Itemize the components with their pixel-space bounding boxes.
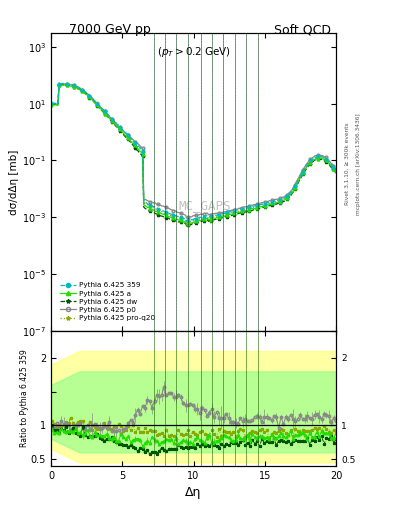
Text: $(p_T > 0.2\ \mathrm{GeV})$: $(p_T > 0.2\ \mathrm{GeV})$ xyxy=(156,45,231,59)
X-axis label: Δη: Δη xyxy=(185,486,202,499)
Text: MC_GAPS: MC_GAPS xyxy=(179,199,231,212)
Text: 7000 GeV pp: 7000 GeV pp xyxy=(69,23,151,36)
Y-axis label: Ratio to Pythia 6.425 359: Ratio to Pythia 6.425 359 xyxy=(20,350,29,447)
Text: Soft QCD: Soft QCD xyxy=(274,23,331,36)
Text: Rivet 3.1.10, ≥ 300k events: Rivet 3.1.10, ≥ 300k events xyxy=(345,122,350,205)
Text: mcplots.cern.ch [arXiv:1306.3436]: mcplots.cern.ch [arXiv:1306.3436] xyxy=(356,113,361,215)
Legend: Pythia 6.425 359, Pythia 6.425 a, Pythia 6.425 dw, Pythia 6.425 p0, Pythia 6.425: Pythia 6.425 359, Pythia 6.425 a, Pythia… xyxy=(57,280,158,324)
Y-axis label: dσ/dΔη [mb]: dσ/dΔη [mb] xyxy=(9,150,20,215)
